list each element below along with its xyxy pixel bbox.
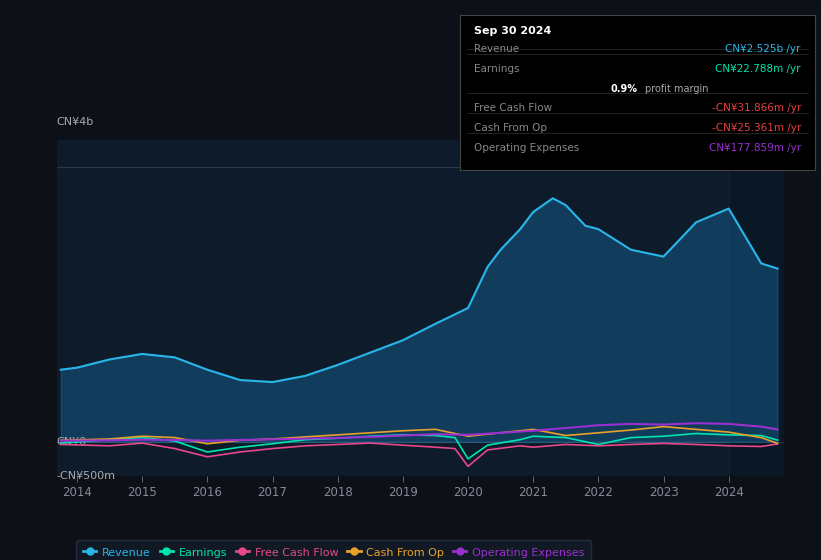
Legend: Revenue, Earnings, Free Cash Flow, Cash From Op, Operating Expenses: Revenue, Earnings, Free Cash Flow, Cash … [76,540,591,560]
Text: Operating Expenses: Operating Expenses [475,142,580,152]
Text: Revenue: Revenue [475,44,520,54]
Text: CN¥2.525b /yr: CN¥2.525b /yr [726,44,800,54]
Text: CN¥22.788m /yr: CN¥22.788m /yr [715,64,800,74]
Text: Sep 30 2024: Sep 30 2024 [475,26,552,36]
Bar [729,140,784,476]
Text: -CN¥31.866m /yr: -CN¥31.866m /yr [712,103,800,113]
Text: CN¥0: CN¥0 [56,437,86,447]
Text: CN¥4b: CN¥4b [56,116,94,127]
Text: -CN¥500m: -CN¥500m [56,471,115,481]
Text: -CN¥25.361m /yr: -CN¥25.361m /yr [712,123,800,133]
Text: Free Cash Flow: Free Cash Flow [475,103,553,113]
Text: CN¥177.859m /yr: CN¥177.859m /yr [709,142,800,152]
Text: Cash From Op: Cash From Op [475,123,548,133]
Text: profit margin: profit margin [644,83,708,94]
Text: Earnings: Earnings [475,64,520,74]
Text: 0.9%: 0.9% [611,83,637,94]
